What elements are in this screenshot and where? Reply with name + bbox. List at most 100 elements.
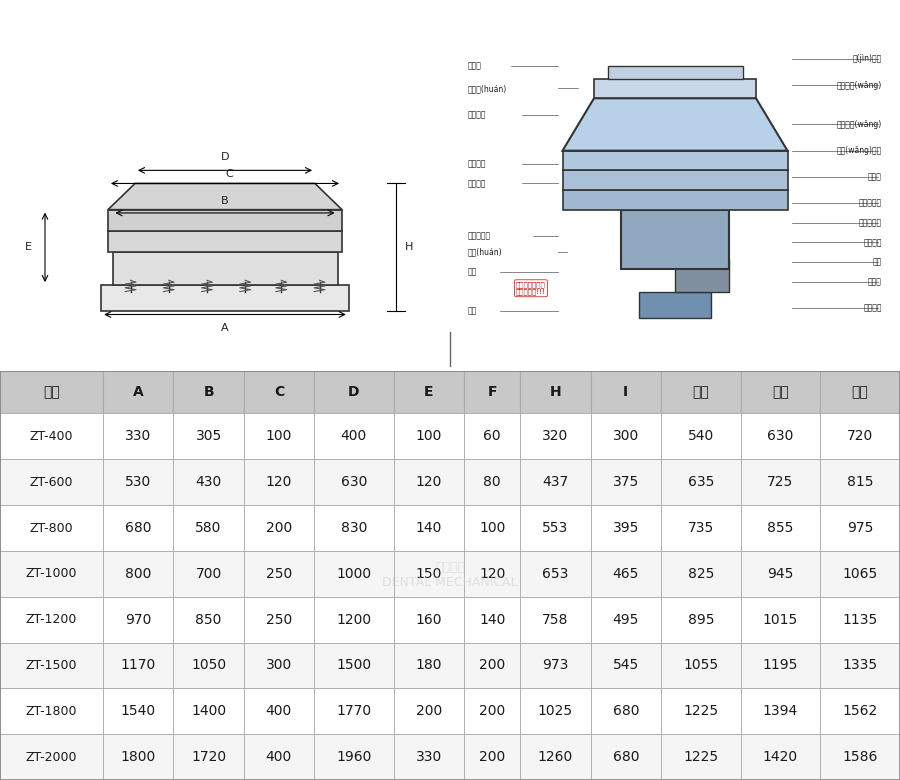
Bar [0, 597, 104, 643]
Text: 815: 815 [847, 475, 873, 489]
Text: 330: 330 [125, 430, 151, 443]
Text: 1540: 1540 [121, 704, 156, 718]
Text: 630: 630 [341, 475, 367, 489]
Bar [590, 413, 661, 459]
Text: C: C [226, 168, 233, 179]
Text: 680: 680 [125, 521, 151, 535]
Text: 輔助篩網(wǎng): 輔助篩網(wǎng) [837, 120, 882, 129]
Bar [104, 643, 174, 689]
Text: 1015: 1015 [763, 612, 798, 626]
Bar [244, 413, 314, 459]
Text: 545: 545 [613, 658, 639, 672]
Bar [820, 643, 900, 689]
Bar [661, 597, 741, 643]
Text: 725: 725 [768, 475, 794, 489]
Bar [464, 643, 520, 689]
Bar [0, 643, 104, 689]
Text: 1195: 1195 [763, 658, 798, 672]
Bar [394, 459, 464, 505]
Text: 970: 970 [125, 612, 151, 626]
Text: ZT-800: ZT-800 [30, 522, 74, 534]
Text: 553: 553 [543, 521, 569, 535]
Text: ZT-400: ZT-400 [30, 430, 73, 443]
Bar [0, 413, 104, 459]
Text: 1065: 1065 [842, 567, 878, 581]
Text: 200: 200 [479, 750, 505, 764]
Text: B: B [203, 385, 214, 399]
Bar [174, 459, 244, 505]
Text: 437: 437 [543, 475, 569, 489]
Text: 頂部框架: 頂部框架 [468, 110, 487, 119]
Bar [820, 459, 900, 505]
Text: I: I [623, 385, 628, 399]
Text: 825: 825 [688, 567, 714, 581]
Bar [394, 689, 464, 734]
Text: 振體: 振體 [873, 257, 882, 267]
Bar [0, 551, 104, 597]
Text: 1335: 1335 [842, 658, 878, 672]
Text: 運輸用固定螺栓
試機時去掉!!!: 運輸用固定螺栓 試機時去掉!!! [516, 281, 546, 296]
Bar [174, 413, 244, 459]
Bar [244, 689, 314, 734]
Text: D: D [348, 385, 360, 399]
Bar [104, 689, 174, 734]
Text: ZT-1200: ZT-1200 [26, 613, 77, 626]
Bar [314, 734, 394, 780]
Bar [520, 597, 590, 643]
Text: 60: 60 [483, 430, 501, 443]
Text: B: B [221, 197, 229, 207]
Bar [639, 292, 711, 317]
Bar [112, 252, 338, 285]
Text: ZT-600: ZT-600 [30, 476, 73, 489]
Text: A: A [221, 323, 229, 333]
Text: 輔助篩網(wǎng): 輔助篩網(wǎng) [837, 80, 882, 90]
Bar [104, 734, 174, 780]
Text: 小尺寸排料: 小尺寸排料 [468, 232, 491, 240]
Text: 束環(huán): 束環(huán) [468, 248, 502, 257]
Bar [562, 151, 788, 170]
Text: 975: 975 [847, 521, 873, 535]
Text: E: E [24, 243, 32, 253]
Bar [394, 597, 464, 643]
Text: 973: 973 [543, 658, 569, 672]
Bar [562, 190, 788, 210]
Text: A: A [133, 385, 144, 399]
Bar [820, 734, 900, 780]
Bar [104, 459, 174, 505]
Text: 中部框架: 中部框架 [468, 159, 487, 168]
Text: 壓緊環(huán): 壓緊環(huán) [468, 84, 508, 93]
Text: 495: 495 [613, 612, 639, 626]
Bar [741, 551, 820, 597]
Text: 1260: 1260 [538, 750, 573, 764]
Bar [174, 505, 244, 551]
Bar [101, 285, 349, 311]
Text: 160: 160 [416, 612, 442, 626]
Bar [244, 370, 314, 413]
Bar [741, 734, 820, 780]
Text: 465: 465 [613, 567, 639, 581]
Bar [661, 370, 741, 413]
Text: 進(jìn)料口: 進(jìn)料口 [853, 55, 882, 63]
Text: 735: 735 [688, 521, 714, 535]
Text: 400: 400 [266, 750, 292, 764]
Text: 680: 680 [613, 704, 639, 718]
Text: 330: 330 [416, 750, 442, 764]
Polygon shape [108, 183, 342, 210]
Bar [741, 689, 820, 734]
Bar [244, 597, 314, 643]
Text: 200: 200 [266, 521, 292, 535]
Bar [590, 459, 661, 505]
Bar [394, 413, 464, 459]
Text: ZT-1800: ZT-1800 [26, 705, 77, 718]
Bar [0, 734, 104, 780]
Text: 一层: 一层 [692, 385, 709, 399]
Text: 758: 758 [543, 612, 569, 626]
Bar [0, 370, 104, 413]
Bar [394, 505, 464, 551]
Bar [675, 259, 729, 292]
Text: 250: 250 [266, 567, 292, 581]
Text: 防塵蓋: 防塵蓋 [468, 61, 482, 70]
Bar [820, 370, 900, 413]
Bar [608, 66, 742, 79]
Text: 篩網(wǎng)法蘭: 篩網(wǎng)法蘭 [837, 146, 882, 155]
